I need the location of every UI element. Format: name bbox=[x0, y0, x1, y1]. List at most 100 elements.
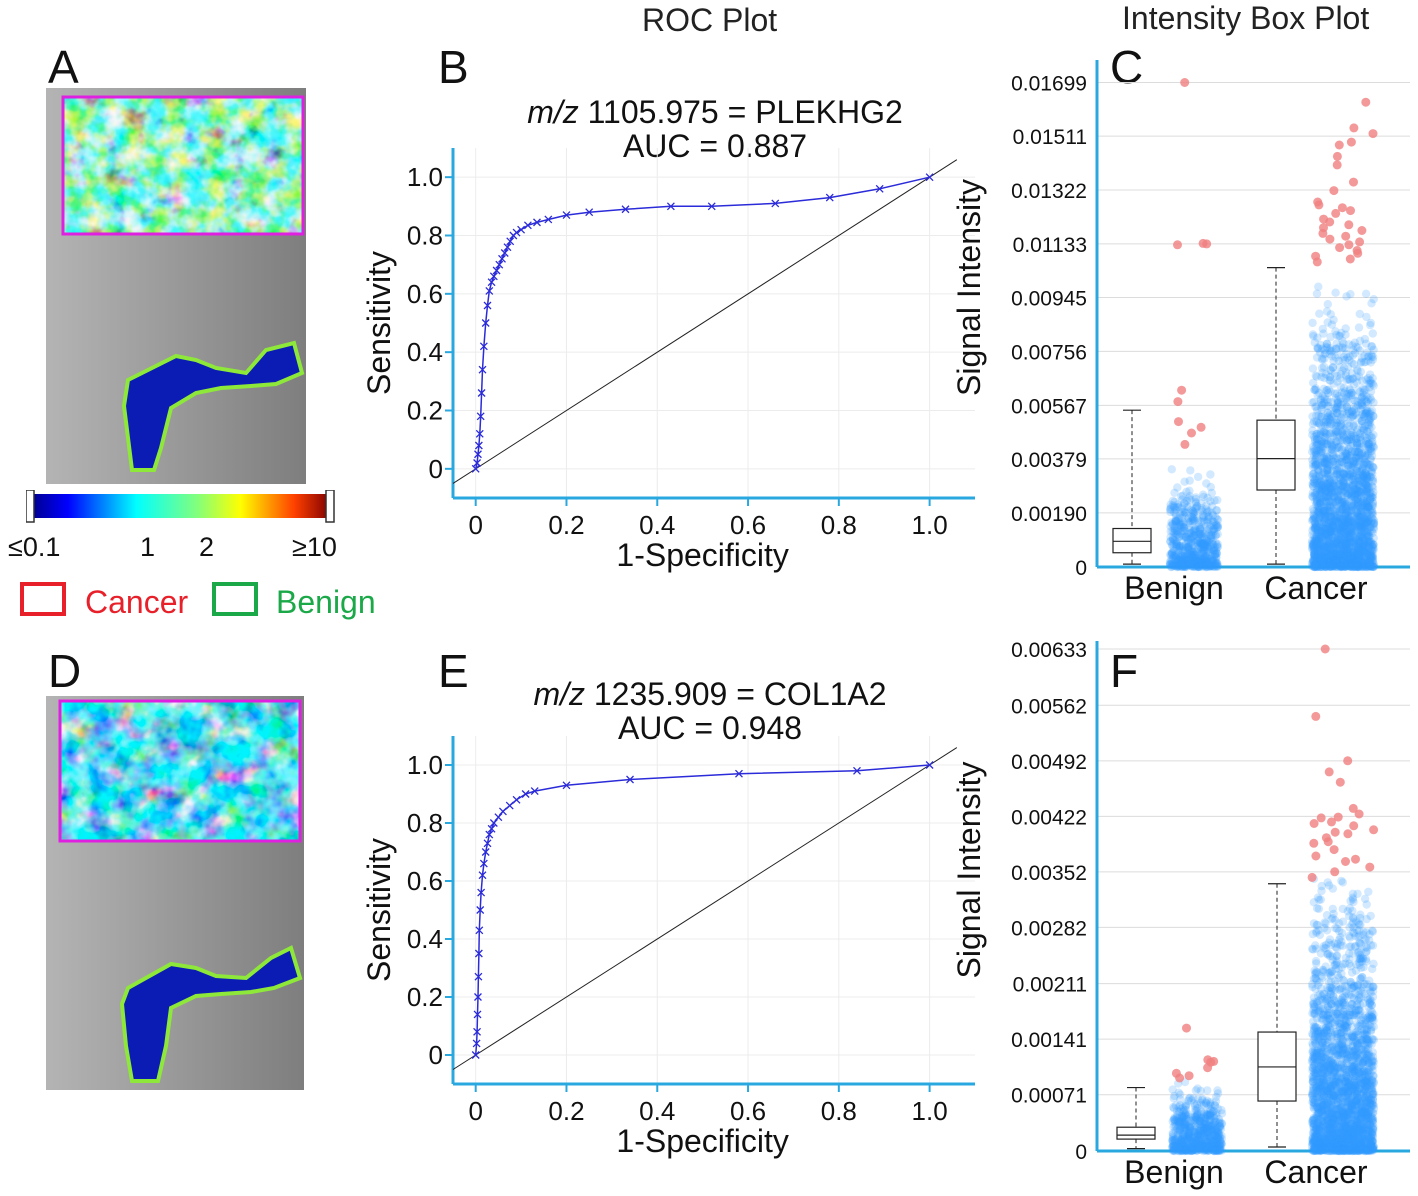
jitter-point bbox=[1352, 559, 1361, 569]
jitter-point bbox=[1349, 519, 1358, 528]
jitter-point bbox=[1312, 429, 1321, 439]
jitter-point bbox=[1199, 546, 1209, 556]
jitter-point bbox=[1313, 528, 1322, 537]
jitter-point bbox=[1193, 544, 1202, 554]
jitter-point bbox=[1364, 476, 1373, 485]
jitter-point bbox=[1337, 562, 1346, 571]
jitter-point bbox=[1343, 547, 1352, 557]
jitter-point bbox=[1197, 499, 1206, 508]
jitter-point bbox=[1200, 1120, 1209, 1129]
jitter-point bbox=[1360, 548, 1369, 557]
jitter-point bbox=[1168, 1134, 1178, 1143]
jitter-point bbox=[1345, 477, 1354, 486]
jitter-point bbox=[1351, 495, 1360, 505]
outlier-point bbox=[1353, 248, 1363, 258]
jitter-point bbox=[1356, 560, 1366, 569]
jitter-point bbox=[1368, 509, 1377, 518]
jitter-point bbox=[1351, 480, 1360, 489]
roc-title-b-mz-prefix: m/z bbox=[527, 94, 579, 130]
jitter-point bbox=[1311, 537, 1321, 546]
jitter-point bbox=[1316, 554, 1325, 563]
jitter-point bbox=[1366, 561, 1376, 571]
jitter-point bbox=[1316, 421, 1326, 430]
jitter-point bbox=[1332, 562, 1341, 571]
jitter-point bbox=[1178, 547, 1188, 556]
jitter-point bbox=[1174, 1139, 1183, 1148]
jitter-point bbox=[1191, 554, 1200, 563]
jitter-point bbox=[1352, 453, 1361, 462]
jitter-point bbox=[1318, 391, 1327, 401]
y-tick-label: 0.01699 bbox=[1011, 73, 1087, 96]
jitter-point bbox=[1202, 1096, 1212, 1105]
jitter-point bbox=[1341, 562, 1350, 571]
jitter-point bbox=[1315, 551, 1325, 560]
jitter-point bbox=[1348, 428, 1357, 438]
jitter-point bbox=[1312, 535, 1321, 544]
jitter-point bbox=[1354, 323, 1364, 332]
jitter-point bbox=[1190, 1144, 1199, 1153]
jitter-point bbox=[1170, 1115, 1179, 1125]
jitter-point bbox=[1190, 531, 1199, 540]
jitter-points-cancer bbox=[1307, 282, 1379, 572]
jitter-point bbox=[1204, 546, 1213, 555]
jitter-point bbox=[1176, 556, 1185, 566]
roc-point bbox=[473, 1010, 482, 1019]
jitter-point bbox=[1354, 537, 1363, 546]
jitter-point bbox=[1318, 437, 1327, 446]
jitter-point bbox=[1309, 512, 1318, 521]
jitter-point bbox=[1329, 561, 1338, 571]
jitter-point bbox=[1322, 502, 1332, 511]
jitter-point bbox=[1320, 432, 1330, 442]
jitter-point bbox=[1345, 430, 1355, 439]
jitter-point bbox=[1351, 526, 1360, 536]
jitter-point bbox=[1324, 549, 1334, 559]
jitter-point bbox=[1331, 539, 1340, 548]
jitter-point bbox=[1358, 471, 1367, 480]
jitter-point bbox=[1310, 551, 1319, 560]
jitter-point bbox=[1204, 512, 1213, 521]
jitter-point bbox=[1366, 551, 1375, 561]
chance-diagonal bbox=[452, 159, 958, 484]
jitter-point bbox=[1342, 471, 1351, 481]
jitter-point bbox=[1213, 542, 1222, 552]
jitter-point bbox=[1354, 501, 1363, 511]
jitter-point bbox=[1354, 538, 1363, 547]
jitter-point bbox=[1314, 528, 1323, 538]
jitter-point bbox=[1198, 507, 1207, 516]
jitter-point bbox=[1334, 480, 1343, 489]
jitter-point bbox=[1181, 1146, 1190, 1155]
jitter-point bbox=[1213, 1089, 1223, 1098]
jitter-point bbox=[1188, 507, 1197, 516]
jitter-point bbox=[1172, 503, 1182, 512]
jitter-point bbox=[1185, 553, 1194, 563]
jitter-point bbox=[1311, 523, 1320, 532]
jitter-point bbox=[1312, 540, 1321, 549]
jitter-point bbox=[1319, 362, 1329, 372]
jitter-point bbox=[1340, 550, 1349, 560]
jitter-point bbox=[1355, 512, 1365, 522]
jitter-point bbox=[1337, 539, 1346, 548]
jitter-point bbox=[1322, 481, 1332, 490]
jitter-point bbox=[1337, 491, 1347, 500]
jitter-point bbox=[1309, 451, 1319, 460]
jitter-point bbox=[1175, 558, 1185, 568]
jitter-point bbox=[1200, 538, 1210, 548]
jitter-point bbox=[1331, 557, 1341, 566]
jitter-point bbox=[1321, 555, 1330, 564]
jitter-point bbox=[1208, 536, 1217, 545]
jitter-point bbox=[1361, 480, 1370, 489]
jitter-point bbox=[1367, 432, 1376, 441]
jitter-point bbox=[1198, 490, 1208, 499]
jitter-point bbox=[1309, 506, 1319, 516]
jitter-point bbox=[1318, 355, 1327, 364]
jitter-point bbox=[1357, 559, 1367, 568]
jitter-point bbox=[1354, 561, 1363, 570]
jitter-point bbox=[1178, 495, 1187, 504]
jitter-point bbox=[1335, 508, 1344, 517]
jitter-point bbox=[1314, 518, 1323, 528]
jitter-point bbox=[1175, 544, 1184, 554]
jitter-point bbox=[1182, 560, 1191, 570]
jitter-point bbox=[1363, 459, 1372, 468]
jitter-point bbox=[1330, 524, 1339, 533]
jitter-point bbox=[1330, 389, 1340, 398]
